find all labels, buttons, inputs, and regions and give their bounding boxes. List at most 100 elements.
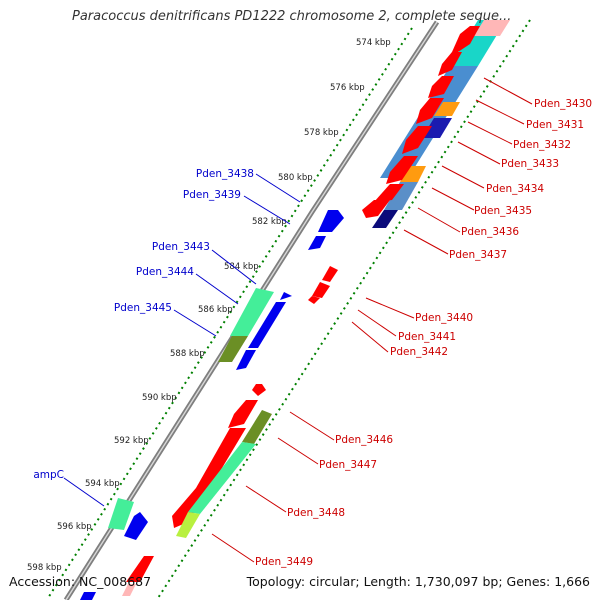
gene-label-pden-3433: Pden_3433 (501, 158, 559, 170)
gene-label-pden-3434: Pden_3434 (486, 183, 544, 195)
tick-label: 580 kbp (278, 173, 313, 183)
gene-pden-3435 (386, 156, 418, 184)
forward-gene-labels: Pden_3438 Pden_3439 Pden_3443 Pden_3444 … (33, 168, 254, 481)
tick-label: 578 kbp (304, 128, 339, 138)
gene-pden-3446 (228, 400, 258, 428)
gene-label-pden-3448: Pden_3448 (287, 507, 345, 519)
gene-label-pden-3443: Pden_3443 (152, 241, 210, 253)
leader-line (457, 141, 501, 165)
reverse-gene-labels: Pden_3430 Pden_3431 Pden_3432 Pden_3433 … (255, 98, 592, 568)
forward-genes-middle (236, 210, 344, 370)
gene-label-pden-3445: Pden_3445 (114, 302, 172, 314)
leader-line (417, 207, 461, 233)
topology-label: Topology: circular; Length: 1,730,097 bp… (246, 574, 590, 589)
leader-line (483, 77, 533, 105)
gene-pden-3441 (312, 282, 330, 298)
gene-label-pden-3440: Pden_3440 (415, 312, 473, 324)
leader-line (467, 121, 513, 145)
tick-label: 582 kbp (252, 217, 287, 227)
leader-line (211, 249, 257, 285)
gene-label-pden-3432: Pden_3432 (513, 139, 571, 151)
gene-forward-bottom (80, 592, 96, 600)
cog-band-orange-2 (400, 166, 426, 182)
cog-band-ampc (108, 498, 134, 530)
gene-pink-bottom (122, 584, 136, 596)
gene-pden-3444 (248, 302, 286, 348)
reverse-genes-lower (122, 384, 266, 596)
tick-label: 574 kbp (356, 38, 391, 48)
leader-line (441, 165, 485, 189)
gene-pden-3437 (362, 200, 390, 218)
cog-band-navy-2 (372, 210, 398, 228)
gene-label-pden-3449: Pden_3449 (255, 556, 313, 568)
gene-pden-3447 (196, 428, 246, 488)
cog-band-orange-1 (434, 102, 460, 116)
gene-pden-3431 (438, 52, 462, 76)
gene-label-pden-3435: Pden_3435 (474, 205, 532, 217)
leader-line (403, 229, 449, 255)
cog-band-lime (176, 512, 200, 538)
gene-label-pden-3444: Pden_3444 (136, 266, 194, 278)
gene-label-pden-3447: Pden_3447 (319, 459, 377, 471)
gene-label-pden-3442: Pden_3442 (390, 346, 448, 358)
tick-label: 594 kbp (85, 479, 120, 489)
cog-band-olive (218, 336, 248, 362)
leader-line (243, 195, 291, 225)
gene-label-pden-3438: Pden_3438 (196, 168, 254, 180)
gene-pden-3438 (318, 210, 344, 232)
gene-label-pden-3430: Pden_3430 (534, 98, 592, 110)
gene-small-red (252, 384, 266, 396)
tick-label: 592 kbp (114, 436, 149, 446)
reverse-genes-middle (308, 266, 338, 304)
gene-label-pden-3436: Pden_3436 (461, 226, 519, 238)
leader-line (365, 297, 415, 319)
gene-pden-3445 (236, 350, 256, 370)
gene-pden-3432 (428, 76, 454, 98)
tick-label: 586 kbp (198, 305, 233, 315)
gene-label-pden-3439: Pden_3439 (183, 189, 241, 201)
gene-pden-3434 (402, 126, 432, 154)
accession-label: Accession: NC_008687 (9, 574, 152, 589)
leader-line (357, 309, 397, 337)
leader-line (431, 187, 475, 211)
gene-label-ampc: ampC (33, 469, 64, 481)
map-title: Paracoccus denitrificans PD1222 chromoso… (72, 9, 512, 24)
leader-line (351, 321, 389, 353)
reverse-label-lines (211, 77, 533, 563)
gene-label-pden-3446: Pden_3446 (335, 434, 393, 446)
gene-pden-3442 (308, 296, 320, 304)
tick-label: 576 kbp (330, 83, 365, 93)
tick-label: 590 kbp (142, 393, 177, 403)
leader-line (63, 477, 105, 507)
tick-labels: 574 kbp 576 kbp 578 kbp 580 kbp 582 kbp … (27, 38, 391, 573)
leader-line (173, 309, 217, 337)
gene-ampc (124, 512, 148, 540)
gene-label-pden-3437: Pden_3437 (449, 249, 507, 261)
leader-line (289, 411, 335, 441)
outer-dotted-line (157, 19, 531, 599)
tick-label: 596 kbp (57, 522, 92, 532)
gene-pden-3440 (322, 266, 338, 282)
gene-label-pden-3431: Pden_3431 (526, 119, 584, 131)
cog-band-mint-2 (188, 442, 256, 514)
leader-line (277, 437, 319, 465)
cog-band-steel (384, 182, 418, 210)
leader-line (475, 99, 525, 125)
cog-band-mint (230, 288, 274, 336)
cog-band-navy-1 (422, 118, 452, 138)
forward-label-lines (63, 173, 301, 507)
leader-line (195, 273, 239, 305)
gene-pden-3433 (416, 98, 444, 124)
gene-label-pden-3441: Pden_3441 (398, 331, 456, 343)
gene-block-pink (474, 20, 510, 36)
tick-label: 598 kbp (27, 563, 62, 573)
cog-band-olive-2 (242, 410, 272, 444)
gene-pden-3443 (280, 292, 292, 300)
leader-line (245, 485, 287, 513)
gene-pden-3439 (308, 236, 326, 250)
tick-label: 584 kbp (224, 262, 259, 272)
reverse-gene-stack-top (362, 20, 510, 228)
gene-pden-3430 (452, 26, 480, 52)
leader-line (211, 533, 255, 563)
